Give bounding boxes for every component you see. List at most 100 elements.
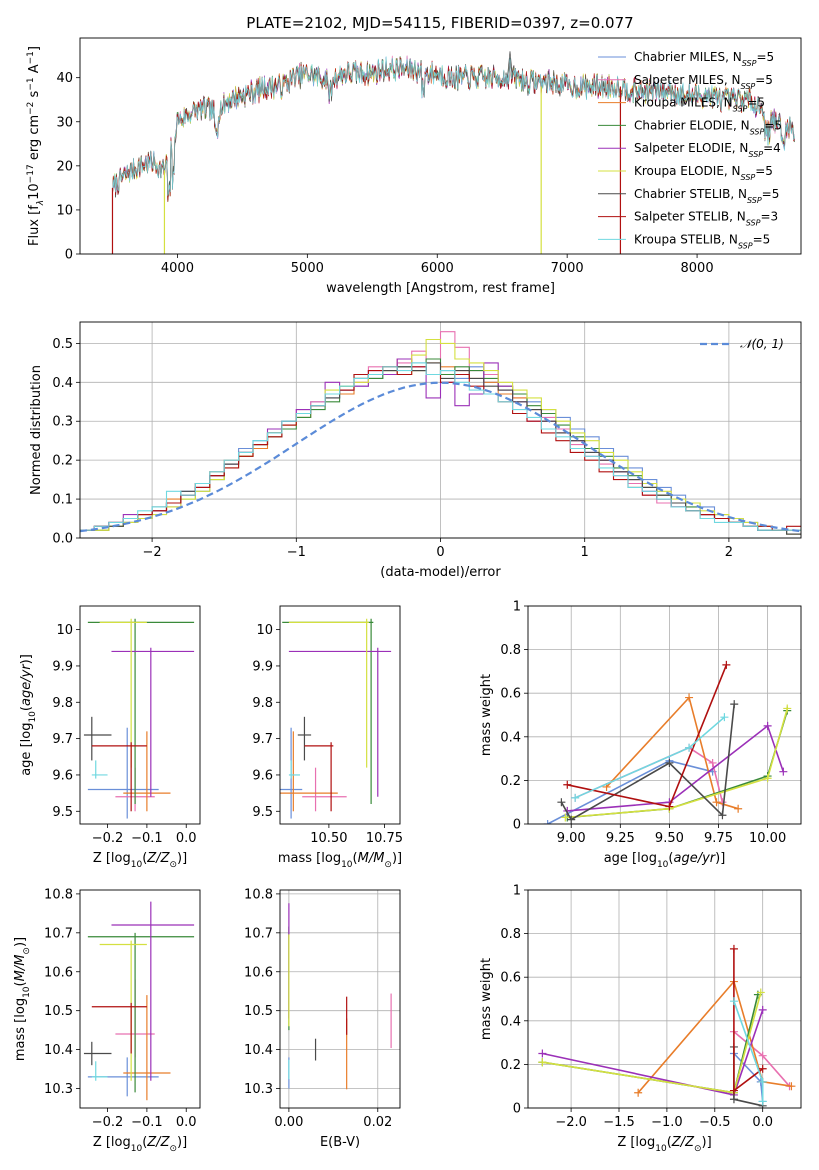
legend-label: Kroupa MILES, NSSP=5	[634, 96, 765, 114]
y-tick-label: 0.6	[500, 687, 521, 702]
y-tick-label: 0.8	[500, 927, 521, 942]
weight-marker	[729, 1095, 738, 1104]
x-tick-label: −0.2	[92, 831, 124, 846]
y-tick-label: 10.7	[244, 926, 273, 941]
x-tick-label: −0.1	[131, 831, 163, 846]
error-cross	[87, 727, 159, 819]
x-tick-label: 0.00	[274, 1115, 303, 1130]
y-tick-label: 0.6	[500, 971, 521, 986]
error-cross	[123, 995, 171, 1101]
weight-marker	[756, 988, 765, 997]
mass-z-x-label: Z [log10(Z/Z⊙)]	[93, 1135, 187, 1154]
y-tick-label: 0.1	[52, 493, 73, 508]
axes-frame	[79, 605, 201, 825]
legend-label: Kroupa ELODIE, NSSP=5	[634, 164, 773, 182]
error-cross	[302, 767, 347, 812]
y-tick-label: 0	[513, 818, 521, 833]
axes-frame	[79, 37, 802, 255]
error-cross	[83, 1041, 112, 1066]
error-cross	[297, 716, 312, 761]
mass-ebv-x-label: E(B-V)	[320, 1135, 360, 1150]
x-tick-label: 0.02	[363, 1115, 392, 1130]
weight-marker	[708, 758, 717, 767]
y-tick-label: 0.2	[500, 1058, 521, 1073]
weight-line	[565, 708, 789, 819]
y-tick-label: 10.6	[244, 965, 273, 980]
y-tick-label: 9.6	[252, 768, 273, 783]
error-cross	[91, 742, 147, 812]
age-z-x-label: Z [log10(Z/Z⊙)]	[93, 851, 187, 870]
spectrum-legend: Chabrier MILES, NSSP=5 Salpeter MILES, NS…	[598, 50, 782, 250]
error-cross	[87, 618, 195, 805]
axes-frame	[79, 889, 201, 1109]
y-tick-label: 9.9	[252, 659, 273, 674]
legend-label: Chabrier ELODIE, NSSP=5	[634, 118, 782, 136]
y-tick-label: 9.8	[52, 696, 73, 711]
legend-label: Salpeter ELODIE, NSSP=4	[634, 141, 781, 159]
x-tick-label: 7000	[551, 261, 584, 276]
error-cross	[87, 932, 195, 1093]
y-tick-label: 30	[56, 115, 73, 130]
histogram-y-label: Normed distribution	[29, 365, 44, 495]
x-tick-label: 0.0	[752, 1115, 773, 1130]
figure-title: PLATE=2102, MJD=54115, FIBERID=0397, z=0…	[246, 14, 633, 32]
error-cross	[123, 731, 171, 812]
weight-line	[542, 1009, 764, 1096]
weight-marker	[758, 1051, 767, 1060]
weight-marker	[538, 1049, 547, 1058]
y-tick-label: 9.8	[252, 696, 273, 711]
weight-marker	[712, 798, 721, 807]
weight-age-axes: 9.00 9.25 9.50 9.75 10.00 0 0.2 0.4 0.6 0.8 1 age […	[479, 600, 802, 870]
histogram-step	[80, 362, 801, 531]
plot-area	[83, 901, 195, 1101]
weight-marker	[783, 704, 792, 713]
weight-z-y-label: mass weight	[479, 958, 494, 1040]
x-tick-label: 10.75	[366, 831, 403, 846]
weight-marker	[729, 1086, 738, 1095]
y-tick-label: 9.7	[52, 732, 73, 747]
x-tick-label: −0.1	[131, 1115, 163, 1130]
weight-marker	[758, 1064, 767, 1073]
x-tick-label: −0.2	[92, 1115, 124, 1130]
y-tick-label: 10.5	[44, 1004, 73, 1019]
weight-marker	[538, 1058, 547, 1067]
y-tick-label: 0.2	[500, 774, 521, 789]
plot-area	[280, 618, 392, 819]
weight-z-x-label: Z [log10(Z/Z⊙)]	[617, 1135, 711, 1154]
weight-marker	[763, 774, 772, 783]
y-tick-label: 0.4	[500, 730, 521, 745]
x-tick-label: 5000	[291, 261, 324, 276]
x-tick-label: 10.00	[749, 831, 786, 846]
error-cross	[280, 731, 338, 812]
y-tick-label: 10.8	[44, 887, 73, 902]
weight-marker	[758, 1077, 767, 1086]
legend-label: Salpeter MILES, NSSP=5	[634, 73, 773, 91]
legend-label: Chabrier MILES, NSSP=5	[634, 50, 774, 68]
y-tick-label: 10.4	[244, 1043, 273, 1058]
weight-marker	[665, 802, 674, 811]
y-tick-label: 10.3	[244, 1082, 273, 1097]
weight-line	[567, 710, 789, 819]
axes-frame	[79, 321, 802, 539]
y-tick-label: 0.0	[52, 532, 73, 547]
weight-marker	[685, 693, 694, 702]
y-tick-label: 9.5	[252, 805, 273, 820]
error-cross	[99, 940, 147, 1081]
x-tick-label: −2	[143, 545, 162, 560]
weight-marker	[718, 811, 727, 820]
weight-marker	[571, 793, 580, 802]
weight-line	[606, 695, 739, 810]
plot-area	[538, 944, 796, 1108]
spectrum-axes: 4000 5000 6000 7000 8000 0 10 20 30 40 Chabrier MI…	[26, 37, 802, 296]
y-tick-label: 0.4	[500, 1014, 521, 1029]
age-mass-axes: 10.50 10.75 9.5 9.6 9.7 9.8 9.9 10 mass [log10(M…	[252, 605, 403, 870]
weight-age-x-label: age [log10(age/yr)]	[604, 851, 726, 870]
weight-marker	[758, 1005, 767, 1014]
y-tick-label: 9.6	[52, 768, 73, 783]
x-tick-label: 9.00	[557, 831, 586, 846]
y-tick-label: 0.4	[52, 376, 73, 391]
weight-marker	[729, 997, 738, 1006]
age-z-axes: −0.2 −0.1 0.0 9.5 9.6 9.7 9.8 9.9 10 Z [log10(Z/Z…	[19, 605, 201, 870]
axes-frame	[527, 889, 802, 1109]
